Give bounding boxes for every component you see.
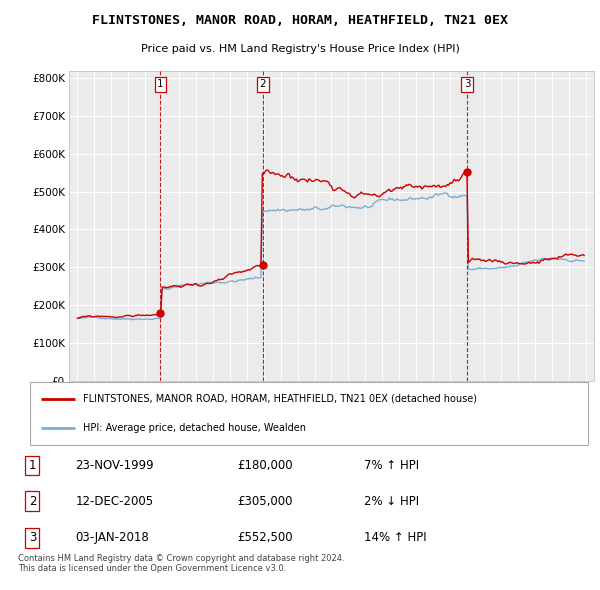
- Text: £552,500: £552,500: [237, 532, 293, 545]
- Text: Contains HM Land Registry data © Crown copyright and database right 2024.
This d: Contains HM Land Registry data © Crown c…: [18, 553, 344, 573]
- Text: FLINTSTONES, MANOR ROAD, HORAM, HEATHFIELD, TN21 0EX: FLINTSTONES, MANOR ROAD, HORAM, HEATHFIE…: [92, 14, 508, 27]
- Text: HPI: Average price, detached house, Wealden: HPI: Average price, detached house, Weal…: [83, 423, 306, 433]
- Text: 7% ↑ HPI: 7% ↑ HPI: [364, 459, 419, 472]
- Text: 3: 3: [464, 80, 470, 90]
- FancyBboxPatch shape: [30, 382, 588, 445]
- Text: £305,000: £305,000: [237, 495, 292, 508]
- Text: 3: 3: [29, 532, 36, 545]
- Text: £180,000: £180,000: [237, 459, 293, 472]
- Text: 03-JAN-2018: 03-JAN-2018: [76, 532, 149, 545]
- Text: 12-DEC-2005: 12-DEC-2005: [76, 495, 154, 508]
- Text: 2: 2: [29, 495, 36, 508]
- Text: FLINTSTONES, MANOR ROAD, HORAM, HEATHFIELD, TN21 0EX (detached house): FLINTSTONES, MANOR ROAD, HORAM, HEATHFIE…: [83, 394, 477, 404]
- Text: 23-NOV-1999: 23-NOV-1999: [76, 459, 154, 472]
- Text: 1: 1: [157, 80, 164, 90]
- Text: 2: 2: [260, 80, 266, 90]
- Text: Price paid vs. HM Land Registry's House Price Index (HPI): Price paid vs. HM Land Registry's House …: [140, 44, 460, 54]
- Text: 1: 1: [29, 459, 36, 472]
- Text: 2% ↓ HPI: 2% ↓ HPI: [364, 495, 419, 508]
- Text: 14% ↑ HPI: 14% ↑ HPI: [364, 532, 426, 545]
